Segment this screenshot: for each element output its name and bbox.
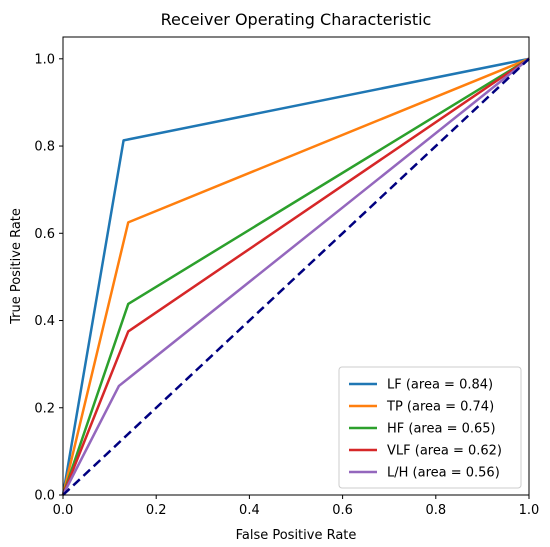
x-tick-label: 0.4 (239, 503, 260, 518)
series-line-2 (61, 57, 530, 496)
y-tick-label: 0.4 (34, 314, 55, 329)
legend-entry: TP (area = 0.74) (386, 400, 494, 415)
y-tick-label: 0.2 (34, 401, 55, 416)
series-line-3 (61, 57, 530, 496)
legend-entry: VLF (area = 0.62) (387, 444, 502, 459)
series-line-1 (61, 57, 530, 496)
reference-diagonal-line (62, 57, 530, 496)
legend-entry: HF (area = 0.65) (387, 422, 496, 437)
legend-box (338, 366, 522, 489)
plot-area (61, 36, 530, 496)
legend-entry: LF (area = 0.84) (387, 378, 493, 393)
y-tick-label: 0.6 (34, 227, 55, 242)
x-axis-label: False Positive Rate (236, 528, 357, 543)
y-tick-label: 0.8 (34, 140, 55, 155)
series-line-4 (61, 57, 530, 496)
x-tick-label: 0.0 (53, 503, 74, 518)
y-tick-label: 0.0 (34, 489, 55, 504)
y-axis-label: True Positive Rate (9, 208, 24, 325)
x-tick-label: 0.8 (425, 503, 446, 518)
x-tick-label: 0.6 (332, 503, 353, 518)
legend-entry: L/H (area = 0.56) (387, 466, 500, 481)
plot-frame (62, 36, 530, 496)
legend: LF (area = 0.84) TP (area = 0.74) HF (area… (338, 366, 522, 489)
y-tick-label: 1.0 (34, 52, 55, 67)
x-axis-ticks: 0.0 0.2 0.4 0.6 0.8 1.0 (53, 495, 540, 518)
chart-title: Receiver Operating Characteristic (161, 10, 432, 29)
series-line-5 (61, 57, 530, 496)
y-axis-ticks: 0.0 0.2 0.4 0.6 0.8 1.0 (34, 52, 63, 504)
x-tick-label: 0.2 (146, 503, 167, 518)
x-tick-label: 1.0 (519, 503, 540, 518)
